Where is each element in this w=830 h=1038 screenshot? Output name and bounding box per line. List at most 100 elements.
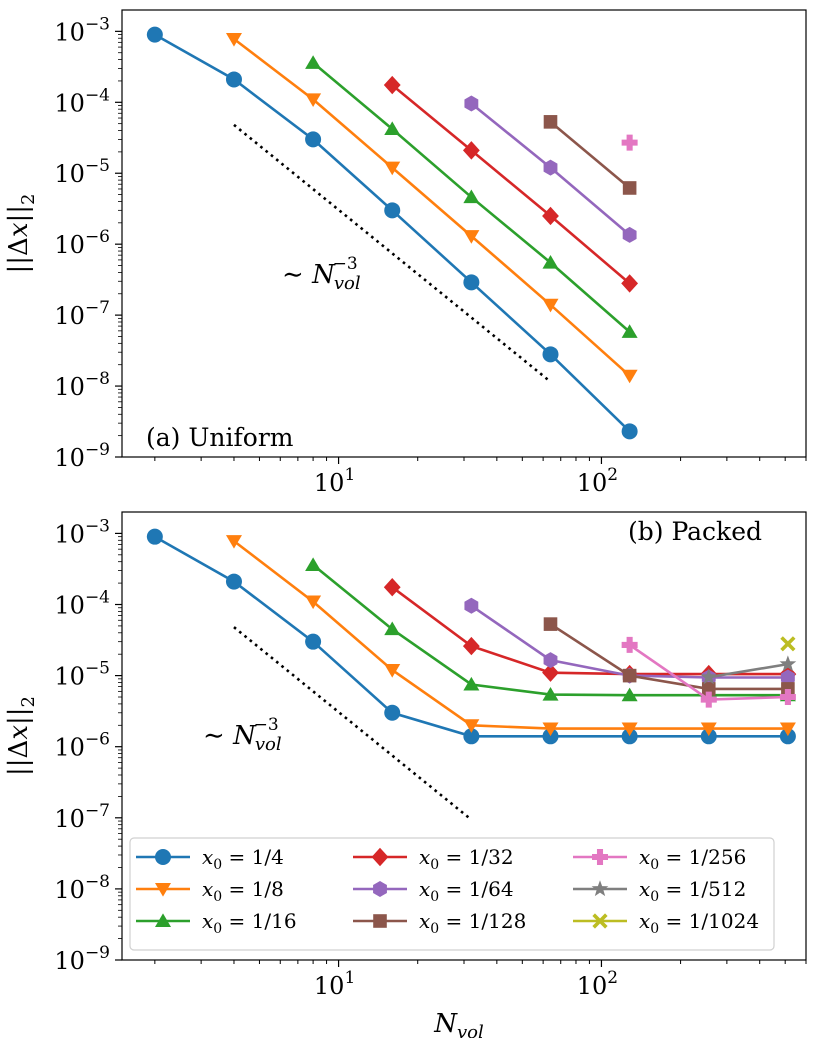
data-point xyxy=(621,423,638,440)
series-6 xyxy=(543,617,795,696)
legend-label: x0 = 1/1024 xyxy=(639,909,759,937)
legend-marker xyxy=(155,883,171,897)
data-point xyxy=(701,682,716,696)
series-1 xyxy=(146,26,638,440)
series-7 xyxy=(621,636,796,708)
data-point xyxy=(384,202,401,219)
series-5 xyxy=(464,95,637,243)
data-point xyxy=(700,722,717,737)
legend-label: x0 = 1/512 xyxy=(639,877,746,905)
data-point xyxy=(542,722,559,737)
legend-marker xyxy=(592,849,608,865)
data-point xyxy=(305,557,322,571)
series-line xyxy=(391,84,631,285)
data-point xyxy=(780,636,796,652)
data-point xyxy=(383,578,401,597)
data-point xyxy=(622,668,637,683)
data-point xyxy=(543,652,558,669)
y-tick-label: 10−6 xyxy=(54,227,110,259)
y-axis-title: ||Δx||2 xyxy=(4,194,39,274)
legend-label: x0 = 1/64 xyxy=(419,877,514,905)
data-point xyxy=(779,722,796,737)
legend-label: x0 = 1/8 xyxy=(202,877,284,905)
data-point xyxy=(225,33,242,47)
data-point xyxy=(700,728,717,745)
legend-marker xyxy=(155,913,171,927)
y-tick-label: 10−9 xyxy=(54,440,110,472)
panel-label-packed: (b) Packed xyxy=(628,517,762,546)
series-line xyxy=(549,623,788,691)
data-point xyxy=(621,134,638,151)
data-point xyxy=(305,595,322,610)
series-line xyxy=(233,37,631,377)
legend-item: x0 = 1/32 xyxy=(353,845,514,873)
slope-annotation: ∼ Nvol−3 xyxy=(282,254,361,294)
data-point xyxy=(384,663,401,678)
series-1 xyxy=(146,528,796,745)
data-point xyxy=(542,728,559,745)
data-point xyxy=(780,669,795,686)
data-point xyxy=(384,161,401,176)
data-point xyxy=(621,722,638,737)
y-tick-label: 10−4 xyxy=(54,588,110,620)
data-point xyxy=(463,274,480,291)
data-point xyxy=(462,636,480,656)
data-point xyxy=(781,682,795,696)
y-tick-label: 10−3 xyxy=(54,14,110,46)
series-2 xyxy=(225,33,638,384)
panel-packed: 101 102 10−9 10−8 10−7 10−6 10−5 10−4 10−3 ||Δx||… xyxy=(4,511,807,1038)
legend-marker xyxy=(591,880,609,897)
axes-frame xyxy=(121,9,807,458)
x-tick-label: 102 xyxy=(577,968,618,1000)
data-point xyxy=(463,728,480,745)
data-point xyxy=(146,26,163,43)
legend-marker xyxy=(373,881,387,897)
legend: x0 = 1/4 x0 = 1/8 x0 = 1/16 x0 = 1/32 x0 = 1… xyxy=(129,837,775,951)
x-tick-label: 101 xyxy=(314,465,355,497)
data-point xyxy=(543,115,558,129)
series-9 xyxy=(780,636,796,652)
legend-item: x0 = 1/256 xyxy=(573,845,746,873)
data-point xyxy=(463,230,480,244)
data-point xyxy=(463,719,480,733)
data-point xyxy=(225,71,242,88)
data-point xyxy=(463,189,480,204)
data-point xyxy=(543,159,558,176)
legend-label: x0 = 1/32 xyxy=(419,845,514,873)
series-3 xyxy=(305,55,638,338)
y-tick-label: 10−8 xyxy=(54,369,110,401)
series-2 xyxy=(225,535,796,737)
data-point xyxy=(621,687,638,702)
series-line xyxy=(708,662,789,679)
legend-item: x0 = 1/4 xyxy=(136,845,284,873)
data-point xyxy=(146,528,163,545)
legend-label: x0 = 1/16 xyxy=(202,909,297,937)
x-axis-title: Nvol xyxy=(433,1009,484,1038)
data-point xyxy=(542,346,559,363)
data-point xyxy=(225,573,242,590)
legend-marker xyxy=(373,914,387,928)
series-line xyxy=(391,586,788,676)
y-tick-label: 10−5 xyxy=(54,659,110,691)
data-point xyxy=(464,597,479,614)
legend-item: x0 = 1/1024 xyxy=(573,909,759,937)
data-point xyxy=(305,131,322,148)
series-line xyxy=(233,540,788,730)
data-point xyxy=(779,689,796,706)
legend-label: x0 = 1/256 xyxy=(639,845,746,873)
legend-item: x0 = 1/16 xyxy=(136,909,297,937)
data-point xyxy=(543,617,558,631)
series-line xyxy=(549,120,631,189)
y-tick-label: 10−9 xyxy=(54,943,110,975)
y-tick-label: 10−8 xyxy=(54,872,110,904)
data-point xyxy=(542,663,559,682)
data-point xyxy=(384,621,401,636)
data-point xyxy=(542,254,559,269)
data-point xyxy=(464,95,479,112)
data-point xyxy=(700,691,717,708)
series-6 xyxy=(543,115,637,195)
y-tick-label: 10−5 xyxy=(54,156,110,188)
data-point xyxy=(542,687,559,701)
y-tick-label: 10−3 xyxy=(54,516,110,548)
